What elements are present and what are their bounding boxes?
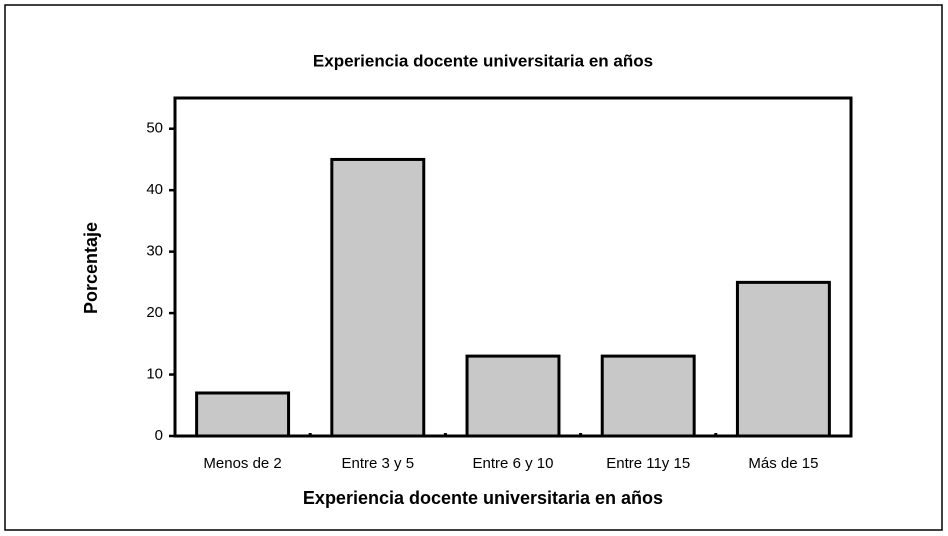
y-tick-label: 50 (146, 120, 163, 137)
y-tick-label: 40 (146, 181, 163, 198)
plot-frame (173, 96, 853, 438)
bar (330, 157, 426, 438)
y-tick-label: 0 (155, 427, 163, 444)
x-tick-label: Más de 15 (748, 455, 818, 472)
y-tick-label: 10 (146, 366, 163, 383)
bar (735, 280, 831, 438)
x-tick-label: Entre 11y 15 (606, 455, 690, 472)
chart-title: Experiencia docente universitaria en año… (313, 51, 653, 70)
x-tick-label: Entre 3 y 5 (342, 455, 415, 472)
bar (600, 354, 696, 438)
y-axis-title: Porcentaje (81, 222, 101, 314)
x-tick-label: Entre 6 y 10 (473, 455, 554, 472)
bar (465, 354, 561, 438)
y-tick-label: 20 (146, 304, 163, 321)
x-tick-label: Menos de 2 (203, 455, 281, 472)
x-axis-title: Experiencia docente universitaria en año… (303, 488, 663, 508)
y-tick-label: 30 (146, 243, 163, 260)
outer-frame (4, 4, 943, 531)
bar (195, 391, 291, 438)
